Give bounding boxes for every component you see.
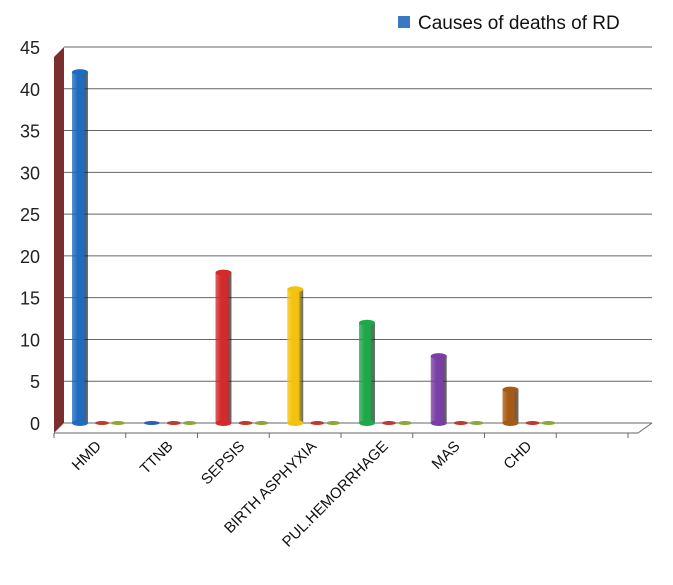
empty-series-marker xyxy=(254,421,269,425)
bars xyxy=(72,69,556,426)
y-axis-ticks: 0 5 10 15 20 25 30 35 40 45 xyxy=(20,38,40,434)
bar-body xyxy=(287,289,304,423)
bar xyxy=(502,386,519,426)
bar-body xyxy=(215,272,232,423)
grid-lines xyxy=(53,46,653,438)
bar-body xyxy=(72,72,88,424)
floor-right-edge xyxy=(637,422,653,434)
legend-label: Causes of deaths of RD xyxy=(418,13,620,34)
bar xyxy=(430,353,447,426)
bar-bottom xyxy=(215,420,232,426)
x-category-label: MAS xyxy=(429,438,464,473)
y-tick-label: 35 xyxy=(20,122,40,142)
bar-top xyxy=(215,269,232,276)
bar-body xyxy=(430,356,447,423)
bar-bottom xyxy=(502,420,519,426)
y-tick-label: 30 xyxy=(20,163,40,183)
bar-top xyxy=(502,386,519,393)
x-category-label: CHD xyxy=(500,438,535,473)
empty-series-marker xyxy=(541,421,556,425)
x-category-label: HMD xyxy=(69,438,105,474)
x-category-label: TTNB xyxy=(137,438,177,478)
bar-top xyxy=(287,286,304,293)
y-tick-label: 25 xyxy=(20,205,40,225)
bar-top xyxy=(72,69,88,76)
side-wall xyxy=(54,47,64,433)
y-tick-label: 10 xyxy=(20,330,40,350)
empty-series-marker xyxy=(453,421,468,425)
empty-series-marker xyxy=(166,421,181,425)
y-tick-label: 5 xyxy=(30,372,40,392)
bar xyxy=(359,319,375,426)
y-tick-label: 0 xyxy=(30,414,40,434)
bar xyxy=(72,69,88,426)
bar-top xyxy=(359,319,375,326)
y-tick-label: 20 xyxy=(20,247,40,267)
empty-series-marker xyxy=(469,421,484,425)
bar-bottom xyxy=(359,420,375,426)
empty-series-marker xyxy=(382,421,396,425)
bar xyxy=(287,286,304,426)
empty-series-marker xyxy=(111,421,125,425)
bar-bottom xyxy=(430,420,447,426)
y-tick-label: 40 xyxy=(20,80,40,100)
chart-back-wall xyxy=(54,47,64,433)
bar-bottom xyxy=(287,420,304,426)
empty-series-marker xyxy=(238,421,253,425)
y-tick-label: 45 xyxy=(20,38,40,58)
empty-series-marker xyxy=(398,421,412,425)
bar-bottom xyxy=(72,420,88,426)
empty-series-marker xyxy=(95,421,109,425)
bar-body xyxy=(359,322,375,423)
x-category-label: SEPSIS xyxy=(198,438,248,488)
bar xyxy=(215,269,232,426)
bar-top xyxy=(430,353,447,360)
bar-zero xyxy=(143,421,160,425)
empty-series-marker xyxy=(310,421,325,425)
bar-body xyxy=(502,389,519,423)
y-tick-label: 15 xyxy=(20,289,40,309)
empty-series-marker xyxy=(525,421,540,425)
legend-swatch xyxy=(398,16,410,28)
empty-series-marker xyxy=(326,421,341,425)
empty-series-marker xyxy=(182,421,197,425)
legend: Causes of deaths of RD xyxy=(398,13,620,34)
